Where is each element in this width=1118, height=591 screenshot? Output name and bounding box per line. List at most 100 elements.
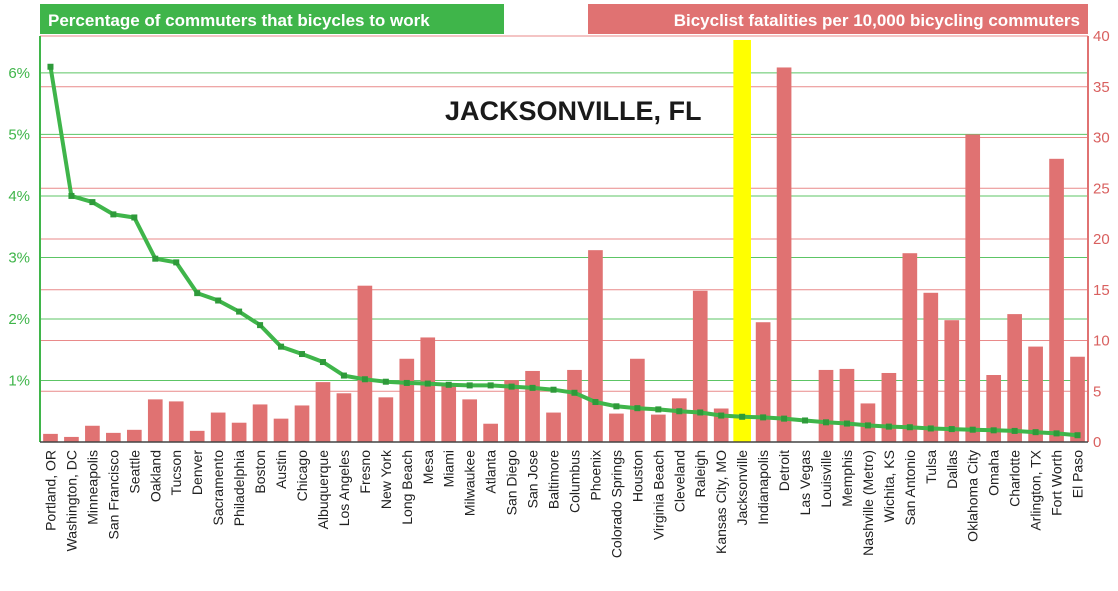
- category-label: Arlington, TX: [1028, 449, 1044, 530]
- category-label: Jacksonville: [734, 450, 750, 526]
- line-point-49: [1074, 432, 1081, 439]
- commuter-line-path: [48, 66, 1078, 438]
- right-axis-ticks: 0 5 10 15 20 25 30 35 40: [1093, 28, 1110, 451]
- bar-8: [210, 412, 226, 442]
- left-tick-label: 2%: [8, 311, 30, 328]
- category-label: San Antonio: [902, 450, 918, 526]
- line-point-48: [1053, 430, 1060, 437]
- bar-11: [273, 418, 289, 442]
- line-point-29: [655, 406, 662, 413]
- line-point-5: [152, 255, 159, 262]
- right-tick-label: 10: [1093, 333, 1110, 350]
- legend-left-label: Percentage of commuters that bicycles to…: [48, 11, 430, 30]
- legend-right-swatch: [588, 4, 1088, 34]
- bar-43: [944, 320, 960, 442]
- legend-left-swatch: [40, 4, 504, 34]
- category-label: Columbus: [566, 450, 582, 513]
- line-point-2: [89, 199, 96, 206]
- left-axis-ticks: 1% 2% 3% 4% 5% 6%: [8, 65, 30, 390]
- line-point-36: [802, 417, 809, 424]
- line-point-15: [361, 376, 368, 383]
- right-tick-label: 40: [1093, 28, 1110, 45]
- right-tick-label: 25: [1093, 180, 1110, 197]
- bar-1: [64, 436, 79, 442]
- line-point-16: [382, 378, 389, 385]
- category-label: Austin: [273, 450, 289, 489]
- bar-25: [567, 369, 582, 442]
- right-tick-label: 20: [1093, 231, 1110, 248]
- bar-16: [378, 397, 394, 442]
- category-label: Seattle: [126, 450, 142, 494]
- left-tick-label: 4%: [8, 188, 30, 205]
- category-label: Boston: [252, 450, 268, 494]
- line-point-11: [278, 343, 285, 350]
- line-point-46: [1011, 427, 1018, 434]
- legend-right-label: Bicyclist fatalities per 10,000 bicyclin…: [674, 11, 1080, 30]
- bar-17: [399, 358, 415, 442]
- right-tick-label: 30: [1093, 130, 1110, 147]
- category-label: Louisville: [818, 450, 834, 508]
- category-label: Philadelphia: [231, 450, 247, 526]
- category-label: Long Beach: [399, 450, 415, 525]
- bar-2: [85, 425, 100, 442]
- right-tick-label: 35: [1093, 79, 1110, 96]
- fatality-bars: [43, 67, 1085, 442]
- line-point-10: [257, 322, 264, 329]
- line-point-17: [403, 379, 410, 386]
- category-label: San Jose: [525, 450, 541, 509]
- left-tick-label: 5%: [8, 126, 30, 143]
- bar-40: [881, 372, 897, 442]
- category-label: Kansas City, MO: [713, 450, 729, 554]
- right-tick-label: 0: [1093, 434, 1101, 451]
- category-label: Las Vegas: [797, 450, 813, 515]
- bar-15: [357, 285, 373, 442]
- category-label: Charlotte: [1007, 450, 1023, 507]
- line-point-43: [948, 426, 955, 433]
- line-point-47: [1032, 429, 1039, 436]
- axes: [39, 36, 1089, 443]
- bar-5: [147, 399, 163, 442]
- bar-47: [1028, 346, 1043, 442]
- line-point-19: [445, 381, 452, 388]
- category-label: Oklahoma City: [965, 450, 981, 542]
- line-point-8: [215, 297, 222, 304]
- category-label: Detroit: [776, 450, 792, 491]
- line-point-12: [299, 351, 305, 358]
- bar-10: [252, 404, 268, 442]
- line-point-44: [969, 426, 976, 433]
- line-point-41: [906, 424, 913, 431]
- category-label: Raleigh: [692, 450, 708, 497]
- bar-37: [818, 369, 834, 442]
- line-point-22: [508, 383, 515, 390]
- legend-left: Percentage of commuters that bicycles to…: [40, 4, 504, 34]
- line-point-33: [739, 413, 746, 420]
- bar-24: [546, 412, 561, 442]
- line-point-25: [571, 389, 578, 396]
- grid-lines: [40, 35, 1088, 392]
- category-label: Houston: [629, 450, 645, 502]
- bar-9: [231, 422, 247, 442]
- category-label: Mesa: [420, 450, 436, 484]
- category-label: Cleveland: [671, 450, 687, 512]
- bar-18: [420, 337, 436, 442]
- bar-0: [43, 433, 58, 442]
- bar-34: [755, 322, 771, 442]
- bar-14: [336, 393, 352, 442]
- category-label: Atlanta: [483, 450, 499, 494]
- category-label: Denver: [189, 450, 205, 495]
- category-label: Miami: [441, 450, 457, 487]
- bar-3: [106, 432, 121, 442]
- category-label: Tucson: [168, 450, 184, 495]
- bar-41: [902, 253, 918, 442]
- annotation-jacksonville: JACKSONVILLE, FL: [445, 96, 702, 126]
- bar-49: [1070, 356, 1085, 442]
- category-label: Phoenix: [587, 450, 603, 501]
- bar-4: [126, 429, 142, 442]
- bar-42: [923, 292, 939, 442]
- line-point-7: [194, 290, 201, 297]
- line-point-21: [487, 382, 494, 389]
- category-label: Dallas: [944, 450, 960, 489]
- line-point-31: [697, 409, 704, 416]
- line-point-26: [592, 399, 599, 406]
- bar-20: [462, 399, 478, 442]
